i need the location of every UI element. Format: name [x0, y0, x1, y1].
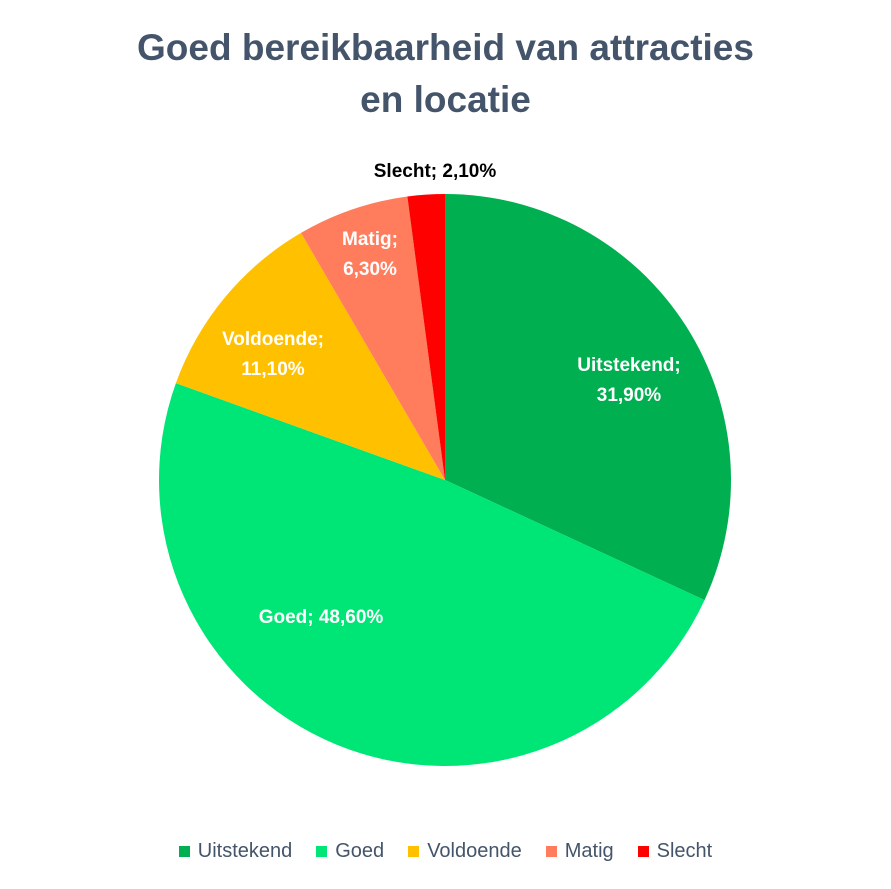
data-label-slecht-text: Slecht; 2,10%	[373, 161, 497, 182]
legend-item-slecht[interactable]: Slecht	[637, 840, 713, 863]
pie-slice-slecht[interactable]	[407, 194, 445, 480]
legend-swatch-icon	[316, 846, 328, 857]
data-label-uitstekend-value: 31,90%	[596, 385, 662, 406]
data-label-goed: Goed; 48,60%	[259, 603, 384, 633]
pie-slice-voldoende[interactable]	[175, 232, 446, 480]
legend-item-goed[interactable]: Goed	[316, 840, 384, 863]
pie-slice-uitstekend[interactable]	[445, 194, 731, 601]
data-label-voldoende: Voldoende; 11,10%	[222, 325, 324, 385]
chart-title-line1: Goed bereikbaarheid van attracties	[137, 27, 754, 68]
legend-swatch-icon	[408, 846, 420, 857]
legend-label: Matig	[564, 840, 614, 862]
data-label-matig: Matig; 6,30%	[342, 225, 398, 285]
pie-slice-goed[interactable]	[158, 383, 705, 767]
pie-slice-matig[interactable]	[300, 196, 445, 480]
legend-item-voldoende[interactable]: Voldoende	[408, 840, 522, 863]
chart-title: Goed bereikbaarheid van attracties en lo…	[0, 22, 891, 126]
data-label-slecht: Slecht; 2,10%	[374, 157, 497, 187]
legend-label: Goed	[335, 840, 385, 862]
legend-swatch-icon	[545, 846, 557, 857]
legend-label: Slecht	[656, 840, 713, 862]
data-label-matig-value: 6,30%	[343, 259, 397, 280]
legend-label: Voldoende	[427, 840, 522, 862]
legend-swatch-icon	[178, 846, 190, 857]
chart-title-line2: en locatie	[360, 79, 531, 120]
legend: Uitstekend Goed Voldoende Matig Slecht	[0, 840, 891, 863]
data-label-voldoende-value: 11,10%	[241, 359, 305, 380]
data-label-uitstekend-name: Uitstekend;	[577, 355, 681, 376]
legend-swatch-icon	[637, 846, 649, 857]
data-label-matig-name: Matig;	[342, 229, 398, 250]
legend-item-uitstekend[interactable]: Uitstekend	[178, 840, 293, 863]
legend-label: Uitstekend	[197, 840, 293, 862]
data-label-goed-text: Goed; 48,60%	[258, 607, 384, 628]
data-label-voldoende-name: Voldoende;	[221, 329, 325, 350]
data-label-uitstekend: Uitstekend; 31,90%	[577, 351, 680, 411]
legend-item-matig[interactable]: Matig	[545, 840, 614, 863]
